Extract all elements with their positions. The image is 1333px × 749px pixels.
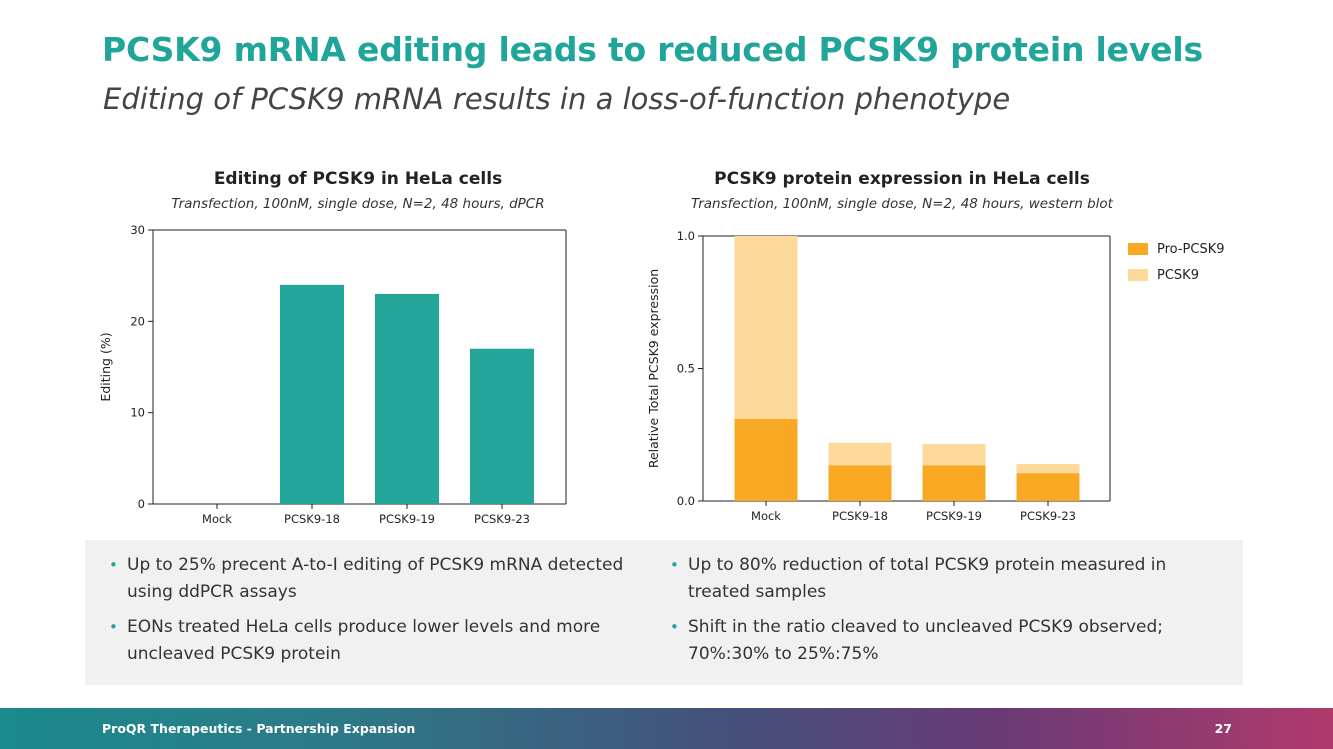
x-tick-label: Mock xyxy=(751,509,781,523)
bar-pro-pcsk9-pcsk9-19 xyxy=(922,465,986,501)
bar-pcsk9-pcsk9-18 xyxy=(828,442,892,466)
x-tick-label: PCSK9-18 xyxy=(832,509,888,523)
x-tick-label: PCSK9-18 xyxy=(284,512,340,526)
bar-pro-pcsk9-pcsk9-18 xyxy=(828,465,892,501)
bullet-item: Up to 25% precent A-to-I editing of PCSK… xyxy=(107,552,627,606)
page-subtitle: Editing of PCSK9 mRNA results in a loss-… xyxy=(103,82,1011,116)
footer-text: ProQR Therapeutics - Partnership Expansi… xyxy=(102,721,416,736)
x-tick-label: PCSK9-19 xyxy=(926,509,982,523)
y-tick-label: 1.0 xyxy=(677,229,695,243)
legend-label: Pro-PCSK9 xyxy=(1157,241,1225,257)
bar-pcsk9-pcsk9-23 xyxy=(1016,463,1080,474)
bar-pcsk9-23 xyxy=(470,348,534,504)
protein-stacked-bar-chart: 0.0 0.5 1.0 Relative Total PCSK9 expression… xyxy=(646,229,1111,523)
y-tick-label: 0.5 xyxy=(677,362,695,376)
x-tick-label: PCSK9-23 xyxy=(1020,509,1076,523)
x-tick-label: Mock xyxy=(202,512,232,526)
page-title: PCSK9 mRNA editing leads to reduced PCSK… xyxy=(102,30,1203,69)
chart1-title: Editing of PCSK9 in HeLa cells xyxy=(213,169,503,189)
chart2-title: PCSK9 protein expression in HeLa cells xyxy=(714,169,1090,189)
bullet-item: Shift in the ratio cleaved to uncleaved … xyxy=(668,614,1188,668)
legend-swatch-pcsk9 xyxy=(1128,269,1148,281)
bullets-right-column: Up to 80% reduction of total PCSK9 prote… xyxy=(668,552,1188,676)
bullet-item: EONs treated HeLa cells produce lower le… xyxy=(107,614,627,668)
legend-label: PCSK9 xyxy=(1157,267,1199,283)
bullets-panel: Up to 25% precent A-to-I editing of PCSK… xyxy=(85,540,1243,685)
chart2-legend: Pro-PCSK9 PCSK9 xyxy=(1128,236,1225,288)
bar-pcsk9-pcsk9-19 xyxy=(922,444,986,466)
y-tick-label: 20 xyxy=(130,314,145,328)
y-axis-label: Relative Total PCSK9 expression xyxy=(646,269,661,468)
chart1-subtitle: Transfection, 100nM, single dose, N=2, 4… xyxy=(171,196,545,212)
editing-bar-chart: 0 10 20 30 Editing (%) Mock PCSK9-18 PCSK9-19 PC… xyxy=(98,223,567,526)
bullets-left-column: Up to 25% precent A-to-I editing of PCSK… xyxy=(107,552,627,676)
y-tick-label: 30 xyxy=(130,223,145,237)
x-tick-label: PCSK9-23 xyxy=(474,512,530,526)
bullet-item: Up to 80% reduction of total PCSK9 prote… xyxy=(668,552,1188,606)
bar-pcsk9-19 xyxy=(375,293,439,504)
legend-item-pro-pcsk9: Pro-PCSK9 xyxy=(1128,236,1225,262)
x-tick-label: PCSK9-19 xyxy=(379,512,435,526)
footer-bar: ProQR Therapeutics - Partnership Expansi… xyxy=(0,708,1333,749)
page-number: 27 xyxy=(1214,721,1232,736)
chart2-subtitle: Transfection, 100nM, single dose, N=2, 4… xyxy=(691,196,1113,212)
bar-pcsk9-mock xyxy=(734,236,798,419)
y-tick-label: 10 xyxy=(130,406,145,420)
legend-item-pcsk9: PCSK9 xyxy=(1128,262,1225,288)
y-tick-label: 0.0 xyxy=(677,494,695,508)
bar-pro-pcsk9-pcsk9-23 xyxy=(1016,473,1080,501)
legend-swatch-pro-pcsk9 xyxy=(1128,243,1148,255)
y-axis-label: Editing (%) xyxy=(98,332,113,401)
bar-pro-pcsk9-mock xyxy=(734,418,798,501)
bar-pcsk9-18 xyxy=(280,284,344,504)
y-tick-label: 0 xyxy=(138,497,145,511)
